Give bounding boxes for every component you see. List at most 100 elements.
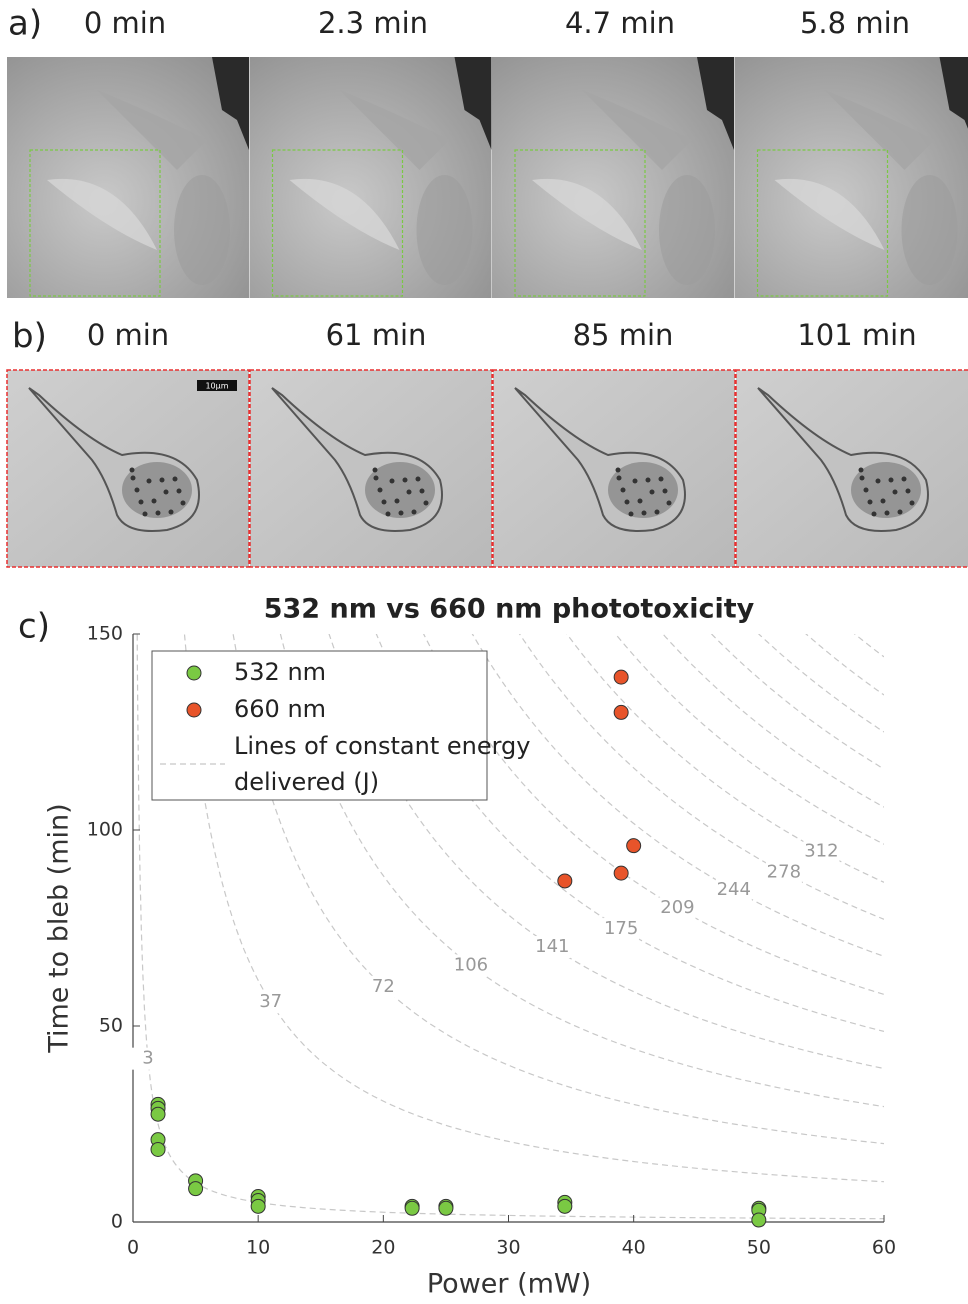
legend-label: 532 nm <box>234 658 326 686</box>
energy-label-bg <box>534 936 571 959</box>
panel-label: b) <box>12 317 47 357</box>
energy-label: 209 <box>660 897 694 918</box>
point <box>626 838 642 854</box>
point <box>557 873 573 889</box>
point <box>613 865 629 881</box>
granule <box>377 487 383 493</box>
point <box>150 1106 166 1122</box>
energy-label-bg <box>765 861 802 884</box>
time-label: 85 min <box>573 318 674 352</box>
granule <box>645 477 651 483</box>
chart-title: 532 nm vs 660 nm phototoxicity <box>264 594 755 625</box>
energy-label: 175 <box>604 918 638 939</box>
granule <box>624 499 630 505</box>
granule <box>406 489 412 495</box>
energy-label-bg <box>715 878 752 901</box>
energy-label: 37 <box>259 991 282 1012</box>
image-row-a <box>7 57 968 298</box>
energy-label: 3 <box>142 1048 153 1069</box>
x-tick-label: 30 <box>496 1237 520 1259</box>
granule <box>875 478 881 484</box>
scale-bar-bg <box>197 380 237 391</box>
granule <box>615 467 621 473</box>
granule <box>151 498 157 504</box>
time-label: 4.7 min <box>565 6 675 40</box>
granule <box>616 475 622 481</box>
granule <box>637 498 643 504</box>
granule <box>138 499 144 505</box>
point <box>751 1212 767 1228</box>
granule <box>897 509 903 515</box>
granule <box>654 509 660 515</box>
granule <box>129 467 135 473</box>
granule <box>130 475 136 481</box>
granule <box>381 499 387 505</box>
x-tick-label: 10 <box>246 1237 270 1259</box>
legend-marker <box>186 665 202 681</box>
granule <box>402 477 408 483</box>
legend-box <box>151 650 488 801</box>
granule <box>372 467 378 473</box>
granule <box>649 489 655 495</box>
energy-line <box>136 634 884 1220</box>
energy-label-bg <box>452 954 489 977</box>
x-tick-label: 0 <box>127 1237 139 1259</box>
point <box>188 1181 204 1197</box>
time-label: 0 min <box>87 318 169 352</box>
y-axis-label: Time to bleb (min) <box>44 803 75 1053</box>
energy-label-bg <box>252 991 289 1014</box>
x-tick-label: 20 <box>371 1237 395 1259</box>
granule <box>373 475 379 481</box>
time-label: 5.8 min <box>800 6 910 40</box>
granule <box>134 487 140 493</box>
image-detail <box>697 57 734 150</box>
energy-label: 106 <box>454 955 488 976</box>
panel-label: c) <box>18 607 50 647</box>
image-detail <box>289 178 400 250</box>
energy-label: 244 <box>717 879 751 900</box>
energy-line <box>471 634 884 957</box>
granule <box>419 488 425 494</box>
granule <box>880 498 886 504</box>
energy-label: 278 <box>767 862 801 883</box>
energy-label-bg <box>130 1047 167 1070</box>
granule <box>168 509 174 515</box>
point <box>613 669 629 685</box>
granule <box>172 476 178 482</box>
y-tick-label: 50 <box>99 1015 123 1037</box>
granule <box>155 510 161 516</box>
image-detail <box>97 90 207 170</box>
y-tick-label: 100 <box>87 819 123 841</box>
time-label: 0 min <box>84 6 166 40</box>
point <box>438 1200 454 1216</box>
energy-line <box>422 634 884 995</box>
granule <box>423 500 429 506</box>
time-label: 101 min <box>797 318 916 352</box>
granule <box>628 511 634 517</box>
image-detail <box>901 175 958 285</box>
energy-label: 312 <box>804 840 838 861</box>
granule <box>389 478 395 484</box>
energy-line <box>710 634 884 770</box>
image-row-b: 10µm <box>6 369 968 568</box>
energy-line <box>614 634 884 845</box>
granule <box>176 488 182 494</box>
granule <box>142 511 148 517</box>
image-detail <box>174 175 230 285</box>
image-detail <box>47 178 157 250</box>
image-detail <box>212 57 249 150</box>
energy-line <box>853 634 884 658</box>
legend-label-line: delivered (J) <box>234 768 379 796</box>
granule <box>662 488 668 494</box>
granule <box>884 510 890 516</box>
time-label: 61 min <box>326 318 427 352</box>
energy-label-bg <box>365 975 402 998</box>
granule <box>901 476 907 482</box>
energy-line <box>662 634 884 808</box>
granule <box>159 477 165 483</box>
granule <box>871 511 877 517</box>
granule <box>632 478 638 484</box>
energy-label: 72 <box>372 976 395 997</box>
granule <box>658 476 664 482</box>
legend: 532 nm 660 nm Lines of constant energy deli… <box>151 650 531 801</box>
